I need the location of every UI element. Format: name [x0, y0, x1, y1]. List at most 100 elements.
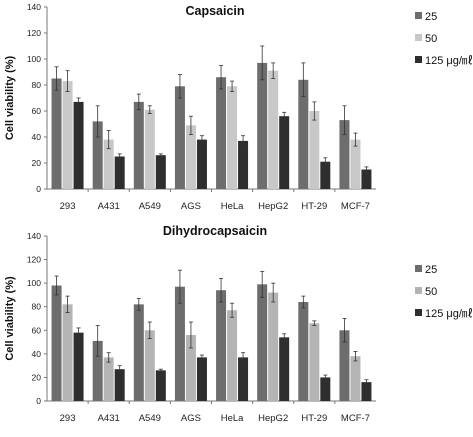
legend-label-2: 50	[425, 33, 437, 45]
y-tick-label: 140	[27, 231, 41, 241]
x-tick-label: 293	[60, 413, 76, 424]
bar-HT-29-series-1	[298, 79, 309, 189]
bar-HeLa-series-3	[238, 140, 249, 189]
y-tick-label: 140	[27, 2, 41, 12]
bar-A549-series-1	[133, 304, 144, 401]
x-tick-label: HeLa	[221, 413, 244, 424]
bar-A549-series-1	[133, 101, 144, 189]
x-tick-label: AGS	[181, 413, 201, 424]
chart-panel-1: 0 20 40 60 80 100 120 140 Cell viability (%) Caps…	[4, 2, 473, 212]
bar-293-series-2	[62, 304, 73, 401]
bar-A549-series-2	[144, 109, 155, 189]
bar-HepG2-series-3	[279, 116, 290, 189]
bar-293-series-1	[51, 285, 62, 401]
bar-293-series-3	[73, 332, 84, 401]
bar-293-series-3	[73, 101, 84, 189]
y-tick-label: 0	[36, 396, 41, 406]
legend: 25 50 125 μg/㎖	[415, 264, 473, 320]
bar-MCF-7-series-3	[361, 169, 372, 189]
bar-293-series-1	[51, 78, 62, 189]
legend-swatch-2	[415, 287, 422, 294]
legend-swatch-2	[415, 34, 422, 41]
bar-HT-29-series-2	[309, 111, 320, 189]
bar-HepG2-series-1	[257, 62, 268, 189]
bar-MCF-7-series-2	[350, 356, 361, 401]
bar-HepG2-series-1	[257, 284, 268, 401]
y-tick-label: 60	[32, 325, 42, 335]
y-tick-label: 20	[32, 158, 42, 168]
bar-MCF-7-series-1	[339, 330, 350, 401]
bar-A431-series-3	[114, 156, 125, 189]
bar-A431-series-2	[103, 357, 114, 401]
bar-HeLa-series-1	[216, 290, 227, 401]
legend-label-3: 125 μg/㎖	[425, 54, 473, 67]
bar-HT-29-series-3	[320, 161, 331, 189]
bar-HepG2-series-3	[279, 337, 290, 401]
y-axis-label: Cell viability (%)	[4, 55, 16, 140]
legend: 25 50 125 μg/㎖	[415, 11, 473, 67]
bar-HT-29-series-3	[320, 377, 331, 401]
bar-A549-series-3	[155, 370, 166, 401]
bar-A431-series-1	[92, 121, 103, 189]
bar-A549-series-3	[155, 155, 166, 189]
x-tick-label: A431	[98, 413, 120, 424]
legend-swatch-3	[415, 309, 422, 316]
bar-AGS-series-1	[174, 286, 185, 401]
x-tick-label: A549	[139, 201, 161, 212]
bar-A549-series-2	[144, 330, 155, 401]
legend-swatch-1	[415, 12, 422, 19]
x-tick-label: AGS	[181, 201, 201, 212]
bar-AGS-series-1	[174, 86, 185, 189]
bar-AGS-series-3	[196, 139, 207, 189]
x-tick-label: A431	[98, 201, 120, 212]
bar-AGS-series-3	[196, 357, 207, 401]
bar-HT-29-series-1	[298, 302, 309, 401]
x-tick-label: MCF-7	[341, 201, 370, 212]
x-tick-label: HT-29	[301, 413, 327, 424]
x-tick-label: HeLa	[221, 201, 244, 212]
bar-MCF-7-series-1	[339, 120, 350, 189]
y-axis-label: Cell viability (%)	[4, 276, 16, 361]
bar-HeLa-series-2	[227, 310, 238, 401]
legend-swatch-1	[415, 265, 422, 272]
legend-label-2: 50	[425, 286, 437, 298]
x-tick-label: HepG2	[258, 413, 288, 424]
legend-label-1: 25	[425, 11, 437, 23]
y-tick-label: 100	[27, 54, 41, 64]
bar-HepG2-series-2	[268, 70, 279, 189]
bar-A431-series-2	[103, 139, 114, 189]
legend-label-3: 125 μg/㎖	[425, 307, 473, 320]
x-tick-label: HepG2	[258, 201, 288, 212]
chart-title: Dihydrocapsaicin	[163, 224, 267, 238]
x-tick-label: 293	[60, 201, 76, 212]
y-tick-label: 80	[32, 302, 42, 312]
bar-A431-series-1	[92, 340, 103, 401]
bar-HT-29-series-2	[309, 323, 320, 401]
y-tick-label: 40	[32, 132, 42, 142]
y-tick-label: 120	[27, 28, 41, 38]
bar-HepG2-series-2	[268, 292, 279, 401]
bar-MCF-7-series-3	[361, 382, 372, 401]
y-tick-label: 100	[27, 278, 41, 288]
legend-label-1: 25	[425, 264, 437, 276]
bar-A431-series-3	[114, 369, 125, 401]
y-tick-label: 60	[32, 106, 42, 116]
y-tick-label: 20	[32, 372, 42, 382]
bar-HeLa-series-1	[216, 77, 227, 189]
chart-title: Capsaicin	[185, 4, 244, 18]
y-tick-label: 0	[36, 184, 41, 194]
y-tick-label: 80	[32, 80, 42, 90]
bar-293-series-2	[62, 81, 73, 189]
x-tick-label: HT-29	[301, 201, 327, 212]
bar-HeLa-series-3	[238, 357, 249, 401]
y-tick-label: 40	[32, 349, 42, 359]
chart-panel-2: 0 20 40 60 80 100 120 140 Cell viability (%) Dihy…	[4, 224, 473, 424]
x-tick-label: A549	[139, 413, 161, 424]
y-tick-label: 120	[27, 255, 41, 265]
legend-swatch-3	[415, 56, 422, 63]
bar-HeLa-series-2	[227, 86, 238, 189]
bar-AGS-series-2	[185, 125, 196, 189]
x-tick-label: MCF-7	[341, 413, 370, 424]
